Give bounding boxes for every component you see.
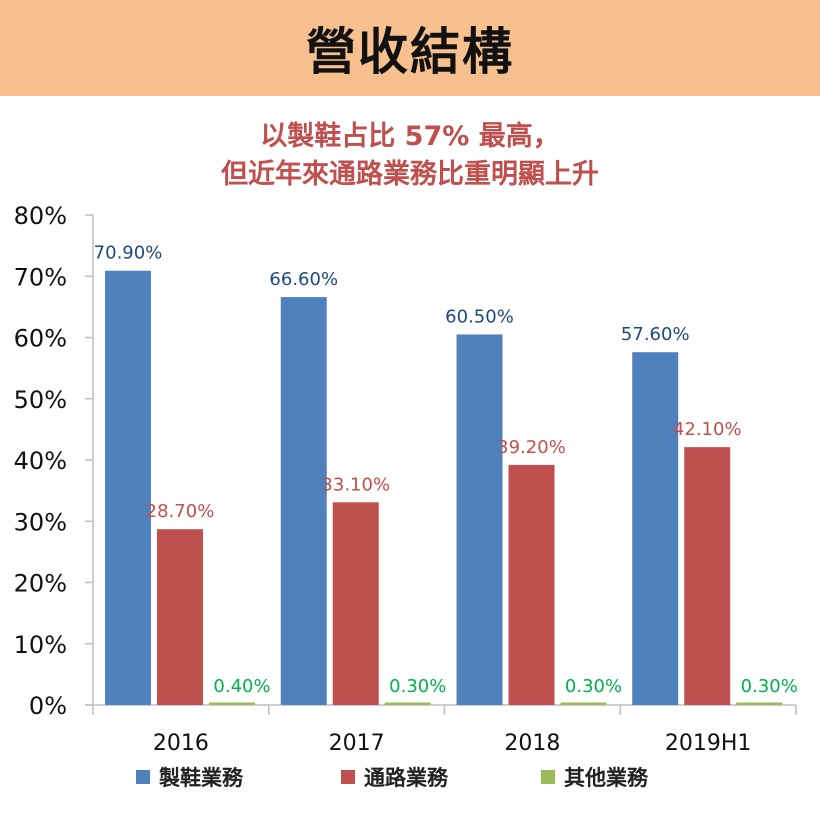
bar-other <box>560 702 607 705</box>
bar-retail <box>684 447 731 705</box>
bar-retail <box>332 502 379 705</box>
data-label: 66.60% <box>269 269 338 290</box>
bar-shoe <box>456 334 503 705</box>
data-label: 57.60% <box>621 324 690 345</box>
data-label: 0.30% <box>389 676 446 697</box>
data-label: 0.30% <box>741 676 798 697</box>
legend-item: 製鞋業務 <box>136 762 243 792</box>
chart-subtitle-line2: 但近年來通路業務比重明顯上升 <box>221 159 599 190</box>
data-label: 28.70% <box>146 501 215 522</box>
x-tick-label: 2016 <box>153 731 209 756</box>
bar-retail <box>508 464 555 705</box>
legend-swatch <box>136 770 150 784</box>
data-label: 0.40% <box>213 676 270 697</box>
data-label: 33.10% <box>321 474 390 495</box>
bar-retail <box>157 529 203 705</box>
data-label: 39.20% <box>497 437 566 458</box>
x-tick-label: 2018 <box>504 731 560 756</box>
y-tick-label: 40% <box>14 447 67 475</box>
chart-subtitle-line1: 以製鞋占比 57% 最高， <box>260 121 560 152</box>
y-tick-label: 10% <box>14 631 67 659</box>
y-tick-label: 70% <box>14 263 67 291</box>
page-title: 營收結構 <box>306 23 514 81</box>
title-banner: 營收結構 <box>0 0 820 96</box>
data-label: 70.90% <box>94 243 163 264</box>
legend-label: 製鞋業務 <box>159 766 243 790</box>
chart-legend: 製鞋業務 通路業務 其他業務 <box>0 762 820 792</box>
y-tick-label: 60% <box>14 325 67 353</box>
y-tick-label: 80% <box>14 202 67 230</box>
y-tick-label: 30% <box>14 508 67 536</box>
x-tick-label: 2019H1 <box>665 731 752 756</box>
bar-other <box>736 702 783 705</box>
data-label: 42.10% <box>673 419 742 440</box>
bar-other <box>209 702 255 705</box>
y-tick-label: 0% <box>29 692 67 720</box>
legend-label: 通路業務 <box>364 766 448 790</box>
legend-label: 其他業務 <box>564 766 648 790</box>
bar-other <box>384 702 431 705</box>
data-label: 0.30% <box>565 676 622 697</box>
legend-item: 通路業務 <box>341 762 448 792</box>
legend-swatch <box>541 770 555 784</box>
y-tick-label: 20% <box>14 570 67 598</box>
bar-shoe <box>280 297 327 705</box>
data-label: 60.50% <box>445 306 514 327</box>
legend-swatch <box>341 770 355 784</box>
legend-item: 其他業務 <box>541 762 648 792</box>
x-tick-label: 2017 <box>329 731 385 756</box>
y-tick-label: 50% <box>14 386 67 414</box>
bar-shoe <box>632 352 679 705</box>
bar-shoe <box>105 270 151 705</box>
